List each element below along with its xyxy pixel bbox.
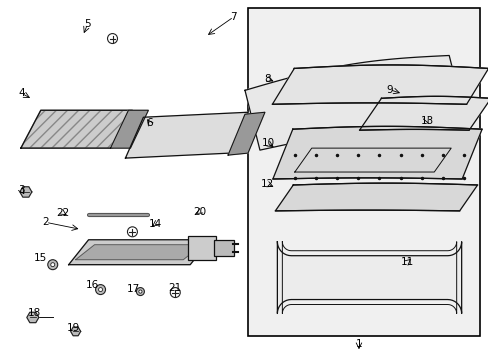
- Polygon shape: [244, 55, 463, 150]
- Circle shape: [48, 260, 58, 270]
- Text: 9: 9: [386, 85, 392, 95]
- Text: 4: 4: [18, 88, 25, 98]
- Text: 17: 17: [126, 284, 140, 294]
- Polygon shape: [272, 126, 481, 179]
- Polygon shape: [20, 187, 32, 197]
- Text: 7: 7: [230, 12, 237, 22]
- Circle shape: [107, 33, 117, 44]
- Polygon shape: [275, 183, 477, 211]
- Text: 6: 6: [146, 118, 153, 128]
- Polygon shape: [227, 112, 264, 155]
- Polygon shape: [110, 110, 148, 148]
- Text: 19: 19: [66, 323, 80, 333]
- Bar: [247, 8, 479, 336]
- Text: 14: 14: [149, 219, 162, 229]
- Text: 18: 18: [27, 309, 41, 318]
- Circle shape: [139, 290, 142, 293]
- Text: 3: 3: [18, 185, 25, 195]
- Polygon shape: [21, 110, 132, 148]
- Polygon shape: [76, 245, 202, 260]
- Circle shape: [136, 288, 144, 296]
- Text: 20: 20: [193, 207, 206, 217]
- Polygon shape: [272, 65, 488, 104]
- Text: 13: 13: [420, 116, 433, 126]
- Text: 8: 8: [264, 74, 271, 84]
- Text: 5: 5: [84, 19, 91, 29]
- Bar: [188, 236, 216, 260]
- Polygon shape: [68, 240, 210, 265]
- Text: 12: 12: [261, 179, 274, 189]
- Circle shape: [99, 288, 102, 292]
- Polygon shape: [277, 242, 461, 314]
- Text: 1: 1: [355, 339, 362, 349]
- Polygon shape: [27, 312, 39, 323]
- Text: 11: 11: [400, 257, 413, 267]
- Polygon shape: [125, 112, 247, 158]
- Bar: [214, 240, 234, 256]
- Circle shape: [51, 263, 55, 267]
- Text: 15: 15: [34, 253, 47, 263]
- Polygon shape: [71, 327, 81, 336]
- Circle shape: [170, 288, 180, 298]
- Circle shape: [95, 285, 105, 294]
- Polygon shape: [359, 96, 488, 130]
- Text: 22: 22: [57, 208, 70, 218]
- Circle shape: [127, 227, 137, 237]
- Text: 2: 2: [42, 217, 49, 227]
- Text: 16: 16: [86, 280, 99, 290]
- Text: 21: 21: [168, 283, 182, 293]
- Text: 10: 10: [261, 139, 274, 148]
